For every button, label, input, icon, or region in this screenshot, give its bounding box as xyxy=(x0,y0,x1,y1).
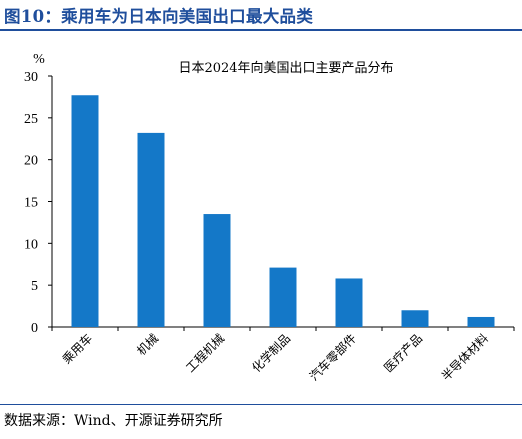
x-tick-label: 工程机械 xyxy=(183,331,228,376)
bar xyxy=(335,278,363,327)
x-tick-label: 汽车零部件 xyxy=(306,331,359,384)
bar xyxy=(467,316,495,327)
title-rule xyxy=(0,29,522,31)
bar-chart: 日本2024年向美国出口主要产品分布 % 0 5 10 15 20 25 30 乘用车 机械 工程… xyxy=(24,52,515,384)
figure-title: 图10：乘用车为日本向美国出口最大品类 xyxy=(4,7,314,26)
y-tick-label: 20 xyxy=(24,154,38,169)
y-tick-label: 0 xyxy=(31,321,38,336)
bar xyxy=(203,214,231,327)
source-note: 数据来源：Wind、开源证券研究所 xyxy=(4,413,223,429)
y-tick-label: 30 xyxy=(24,70,38,85)
x-tick-label: 化学制品 xyxy=(249,331,294,376)
x-tick-label: 机械 xyxy=(134,331,162,359)
x-tick-label: 乘用车 xyxy=(59,331,95,367)
y-tick-label: 15 xyxy=(24,196,38,211)
y-axis-unit: % xyxy=(33,52,45,67)
bar xyxy=(137,132,165,327)
y-tick-label: 25 xyxy=(24,112,38,127)
bar xyxy=(269,267,297,327)
x-tick-label: 医疗产品 xyxy=(381,331,425,375)
bar xyxy=(401,310,429,327)
bar xyxy=(71,95,99,327)
y-tick-label: 10 xyxy=(24,237,38,252)
plot-area: 0 5 10 15 20 25 30 乘用车 机械 工程机械 化学制品 汽车零部件 医疗产品 半导体材料 xyxy=(24,70,515,384)
bottom-rule xyxy=(0,404,522,405)
chart-title: 日本2024年向美国出口主要产品分布 xyxy=(178,60,393,76)
y-tick-label: 5 xyxy=(31,279,38,294)
x-tick-label: 半导体材料 xyxy=(439,331,491,383)
